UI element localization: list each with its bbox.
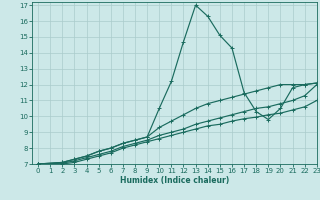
X-axis label: Humidex (Indice chaleur): Humidex (Indice chaleur) — [120, 176, 229, 185]
